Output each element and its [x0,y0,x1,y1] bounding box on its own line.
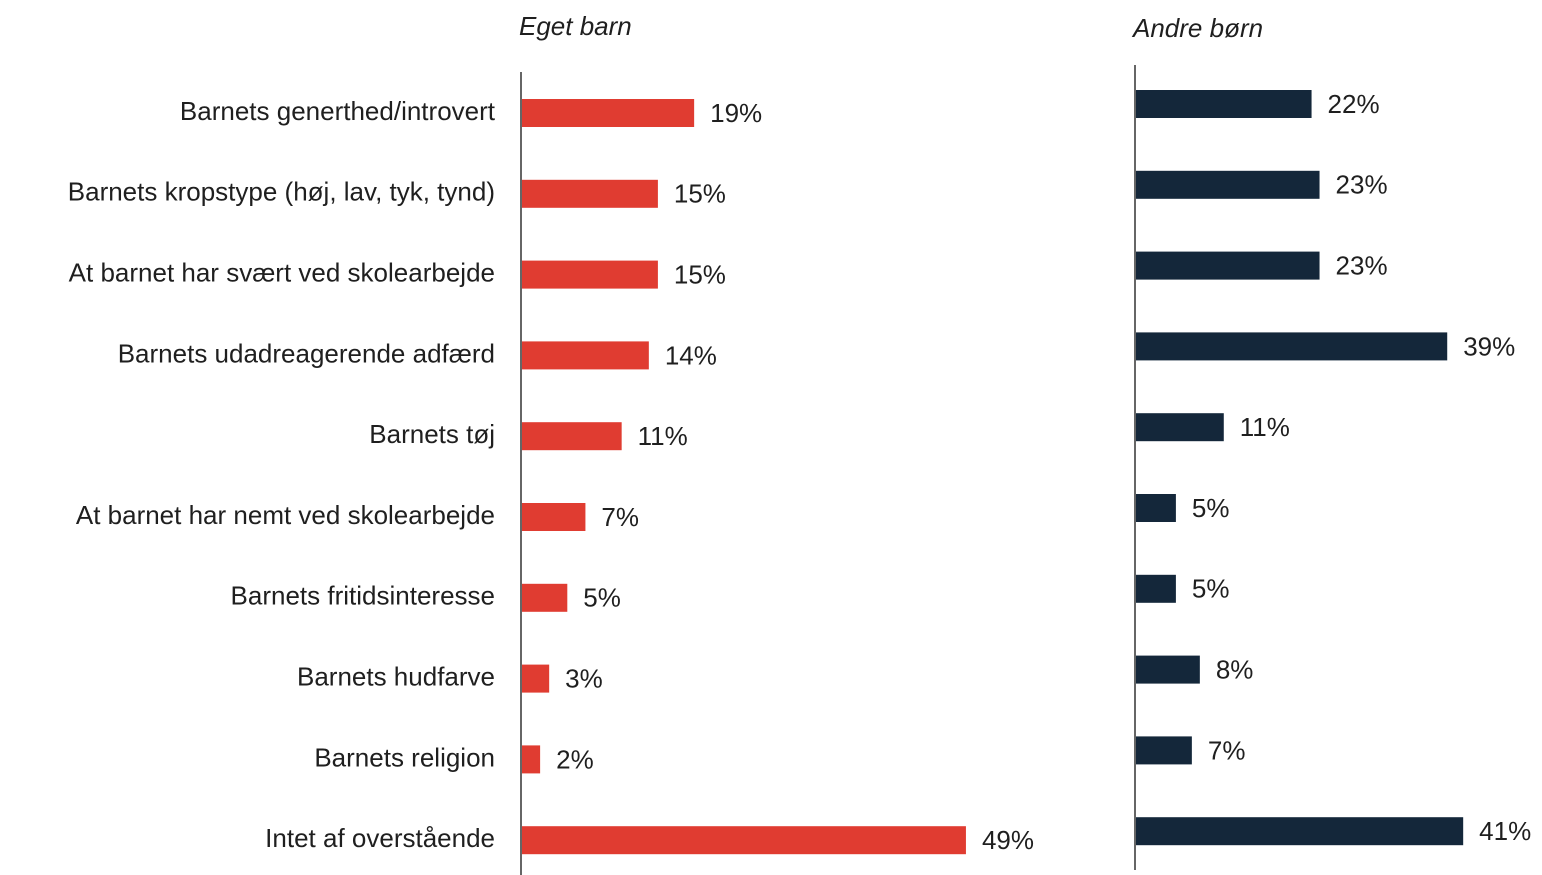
bar [522,260,658,289]
value-label: 2% [556,744,594,774]
bar [522,99,695,127]
bar [1136,817,1464,846]
value-label: 7% [601,502,639,532]
value-label: 23% [1336,170,1388,200]
chart-title: Andre børn [1131,13,1263,43]
chart-title: Eget barn [519,11,632,41]
bar [522,503,586,531]
bar [1136,736,1192,765]
category-label: Barnets fritidsinteresse [231,581,495,611]
category-label: Intet af overstående [265,823,495,853]
category-label: At barnet har svært ved skolearbejde [69,257,495,287]
category-label: Barnets tøj [369,419,495,449]
bar [1136,251,1320,280]
category-label: Barnets kropstype (høj, lav, tyk, tynd) [68,177,495,207]
category-label: Barnets hudfarve [297,661,495,691]
bar [522,583,568,612]
value-label: 41% [1479,816,1531,846]
bar [522,745,541,774]
value-label: 5% [1192,574,1230,604]
value-label: 19% [710,98,762,128]
bar [522,826,966,855]
bar [522,179,658,208]
bar [1136,90,1312,118]
category-label: Barnets generthed/introvert [180,96,496,126]
value-label: 14% [665,340,717,370]
category-label: At barnet har nemt ved skolearbejde [76,500,495,530]
bar [1136,413,1224,442]
value-label: 23% [1336,250,1388,280]
bar [522,422,622,451]
bar [1136,655,1200,684]
value-label: 39% [1463,331,1515,361]
bar [522,341,649,370]
value-label: 15% [674,259,726,289]
value-label: 11% [638,421,688,451]
value-label: 7% [1208,735,1246,765]
value-label: 49% [982,825,1034,855]
value-label: 5% [583,583,621,613]
value-label: 5% [1192,493,1230,523]
bar [1136,494,1176,522]
value-label: 8% [1216,654,1254,684]
bar [1136,332,1448,361]
bar [1136,574,1176,603]
value-label: 11% [1240,412,1290,442]
category-label: Barnets religion [314,742,495,772]
bar [1136,170,1320,199]
value-label: 15% [674,179,726,209]
category-label: Barnets udadreagerende adfærd [118,338,495,368]
bar [522,664,550,693]
value-label: 3% [565,663,603,693]
value-label: 22% [1328,89,1380,119]
